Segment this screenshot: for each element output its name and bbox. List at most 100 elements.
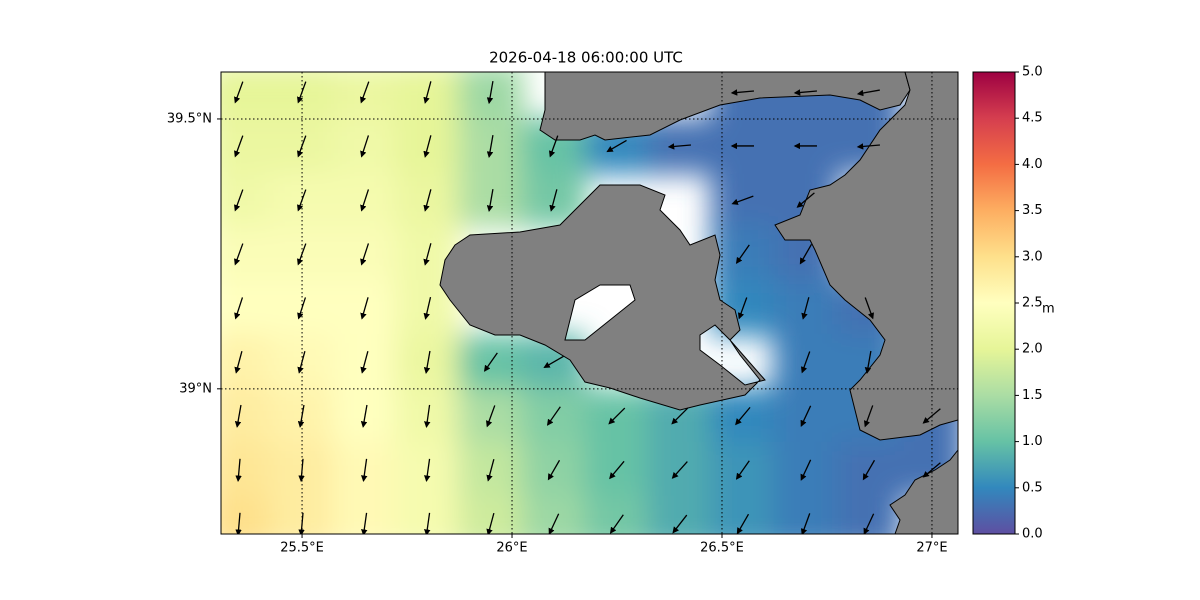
wave-arrow [235,458,242,483]
wave-arrow [234,243,244,266]
land-north [539,72,911,141]
wave-cell [221,171,272,228]
wave-cell [221,441,272,498]
wave-arrow [549,189,558,212]
wave-arrow [793,89,817,96]
wave-arrow [360,351,369,374]
colorbar-tick-label: 0.5 [1022,480,1043,495]
wave-cell [221,279,272,336]
wave-arrow [609,460,625,480]
colorbar-tick-label: 2.0 [1022,342,1043,357]
wave-arrow [548,135,559,158]
wave-arrow [360,297,369,320]
wave-cell [710,495,776,534]
wave-arrow [801,297,810,320]
wave-cell [584,495,650,534]
wave-arrow [360,81,370,104]
wave-arrow [548,513,560,534]
wave-arrow [608,407,626,425]
x-tick-label: 26°E [496,541,527,556]
wave-arrow [800,351,811,374]
wave-arrow [234,297,244,320]
axes-frame [220,71,959,535]
wave-arrow [667,143,692,150]
wave-arrow [547,459,561,481]
wave-cell [836,495,902,534]
wave-arrow [297,81,307,104]
wave-cell [221,333,272,390]
colorbar [972,71,1016,535]
wave-arrow [863,405,874,428]
wave-arrow [922,408,941,424]
wave-arrow [297,297,307,320]
wave-arrow [297,351,306,374]
wave-arrow [799,244,813,265]
map-title: 2026-04-18 06:00:00 UTC [489,49,683,67]
wave-arrow [297,243,307,266]
wave-arrow [606,139,627,153]
wave-arrow [486,81,494,105]
wave-arrow [423,189,432,212]
colorbar-tick-label: 1.0 [1022,434,1043,449]
wave-arrow [424,404,431,428]
wave-arrow [864,297,875,320]
colorbar-tick-label: 3.0 [1022,249,1043,264]
wave-cell [221,117,272,174]
wave-arrow [423,135,432,158]
wave-cell [458,495,524,534]
wave-arrow [543,355,564,368]
y-tick-label: 39°N [179,381,212,396]
wave-cell [521,495,587,534]
colorbar-tick-label: 0.0 [1022,527,1043,542]
island-lesbos [439,184,766,411]
wave-arrow [424,458,431,482]
wave-arrow [856,89,880,97]
wave-arrow [796,192,815,208]
wave-arrow [297,404,305,428]
wave-arrow [672,514,688,534]
wave-arrow [862,459,876,481]
colorbar-tick-label: 5.0 [1022,65,1043,80]
wave-arrow [736,513,750,534]
wave-arrow [864,350,872,374]
colorbar-tick-label: 4.0 [1022,157,1043,172]
wave-arrow [423,296,432,320]
wave-arrow [298,512,305,534]
land-southeast [889,449,958,534]
wave-arrow [360,243,370,266]
wave-arrow [423,243,432,266]
wave-arrow [361,512,368,534]
wave-arrow [486,188,494,213]
wave-arrow [424,512,431,534]
colorbar-tick-label: 1.5 [1022,388,1043,403]
wave-arrow [360,189,370,212]
wave-arrow [361,458,368,482]
x-tick-label: 27°E [916,541,947,556]
wave-arrow [671,407,689,425]
wave-arrow [730,89,755,96]
wave-arrow [800,459,812,481]
wave-cell [269,72,335,120]
wave-arrow [800,513,811,534]
wave-cell [458,72,524,120]
wave-arrow [486,458,495,482]
wave-arrow [234,404,242,428]
wave-arrow [863,513,875,534]
grid [221,72,958,534]
land-east [774,72,958,441]
x-tick-label: 26.5°E [700,541,744,556]
wave-arrow [297,135,307,158]
wave-arrow [609,514,624,534]
wave-arrow [486,134,494,159]
x-tick-label: 25.5°E [280,541,324,556]
y-tick-label: 39.5°N [167,111,212,126]
wave-arrow [360,135,370,158]
wave-arrow [922,462,941,478]
wave-cell [221,495,272,534]
wave-arrow [297,189,307,212]
wave-cell [221,225,272,282]
wave-arrow [234,189,244,212]
wave-cell [395,72,461,120]
colorbar-tick-label: 3.5 [1022,203,1043,218]
